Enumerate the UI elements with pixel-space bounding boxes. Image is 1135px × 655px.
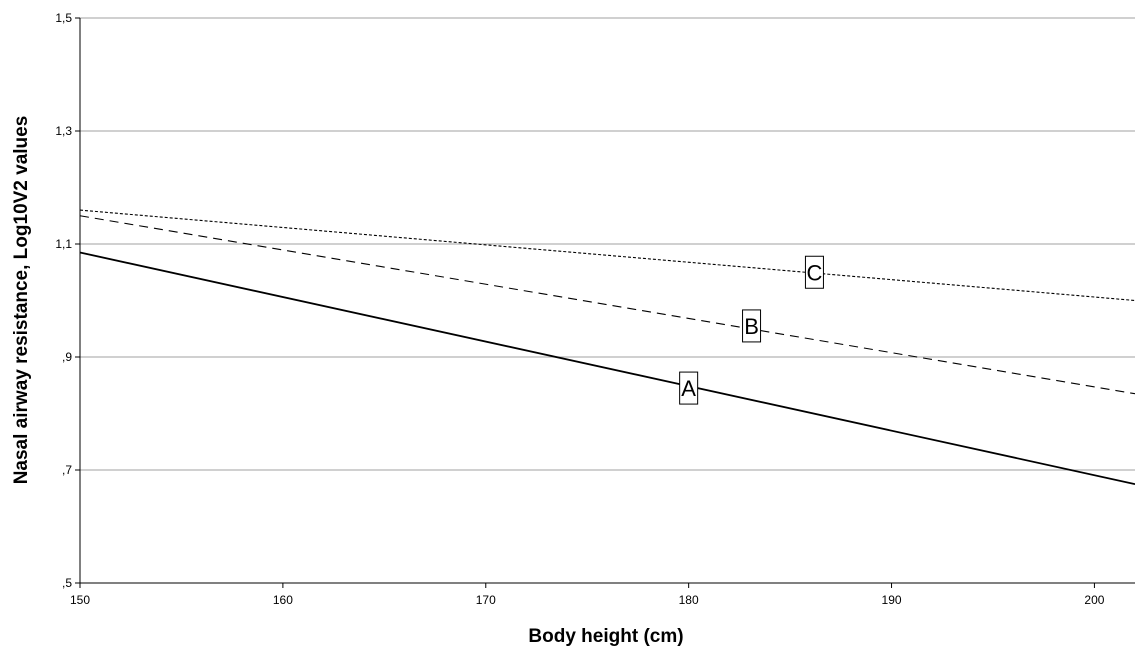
series-labels: A B C	[679, 255, 824, 405]
x-tick-label: 160	[273, 593, 293, 607]
series-label-box	[804, 255, 824, 289]
y-tick-label: ,9	[62, 350, 72, 364]
y-tick-label: ,5	[62, 576, 72, 590]
series-line-c	[79, 209, 1135, 302]
series-lines	[79, 209, 1135, 486]
axes	[79, 18, 1135, 584]
gridlines	[75, 17, 1135, 588]
x-tick-label: 170	[476, 593, 496, 607]
series-label-b: B	[742, 309, 762, 343]
y-tick-label: 1,1	[55, 237, 72, 251]
series-line-b	[79, 215, 1135, 395]
x-tick-label: 190	[882, 593, 902, 607]
series-label-box	[742, 309, 762, 343]
x-tick-label: 150	[70, 593, 90, 607]
y-axis-title: Nasal airway resistance, Log10V2 values	[11, 116, 32, 485]
tick-labels: ,5 ,7 ,9 1,1 1,3 1,5 150 160 170 180 190 200	[55, 11, 1104, 607]
y-tick-label: 1,3	[55, 124, 72, 138]
x-axis-title: Body height (cm)	[528, 626, 683, 647]
series-label-c: C	[804, 255, 824, 289]
series-label-text: A	[681, 376, 696, 401]
series-label-text: B	[744, 314, 759, 339]
y-tick-label: ,7	[62, 463, 72, 477]
y-tick-label: 1,5	[55, 11, 72, 25]
series-label-a: A	[679, 371, 699, 405]
x-tick-label: 180	[679, 593, 699, 607]
series-line-a	[79, 251, 1135, 486]
x-tick-label: 200	[1084, 593, 1104, 607]
series-label-box	[679, 371, 699, 405]
series-label-text: C	[806, 260, 822, 285]
